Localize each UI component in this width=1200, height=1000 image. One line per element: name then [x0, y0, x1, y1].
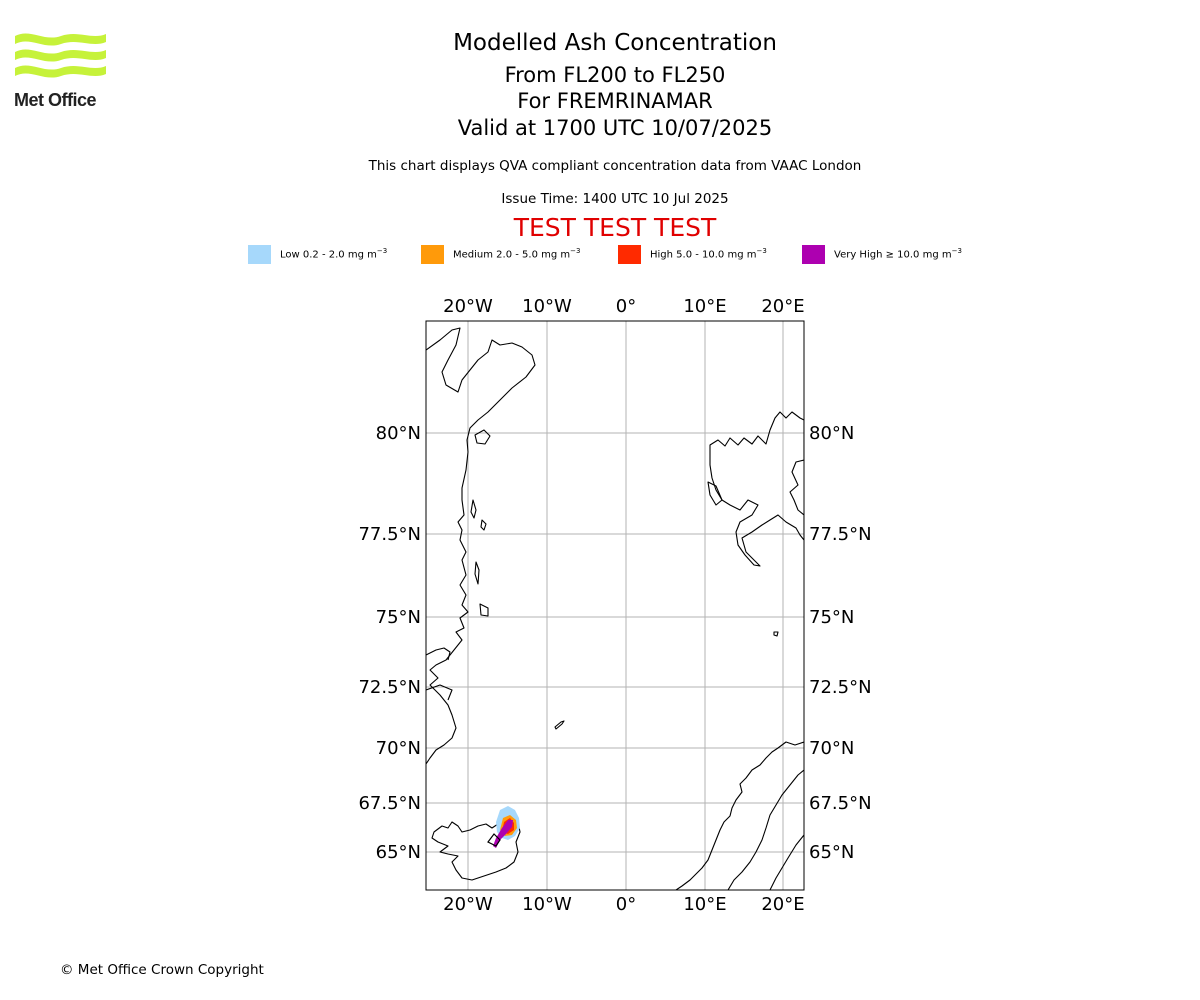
lon-tick-top: 10°W — [522, 296, 572, 317]
norway-fjord — [769, 834, 804, 890]
legend-label-very-high: Very High ≥ 10.0 mg m — [834, 249, 952, 261]
map-background — [426, 321, 804, 890]
greenland-island — [479, 603, 489, 617]
map-gridlines — [426, 321, 804, 890]
lon-tick-bottom: 10°W — [522, 894, 572, 915]
lon-tick-bottom: 10°E — [683, 894, 726, 915]
lon-tick-bottom: 20°E — [761, 894, 804, 915]
legend-unit-exponent: −3 — [951, 247, 962, 256]
legend-item-high: High 5.0 - 10.0 mg m−3 — [618, 244, 767, 264]
logo-text: Met Office — [14, 90, 97, 110]
volcano-subtitle: For FREMRINAMAR — [517, 89, 713, 113]
greenland-coastline — [426, 327, 536, 765]
lon-tick-top: 20°W — [443, 296, 493, 317]
legend-label-high: High 5.0 - 10.0 mg m — [650, 249, 757, 261]
legend-unit-exponent: −3 — [756, 247, 767, 256]
greenland-fjord — [426, 647, 451, 661]
met-office-logo: Met Office — [14, 30, 108, 112]
greenland-fjord — [426, 684, 453, 701]
lat-tick-right: 67.5°N — [809, 793, 872, 814]
copyright-notice: © Met Office Crown Copyright — [60, 962, 264, 978]
lat-tick-left: 72.5°N — [358, 677, 421, 698]
lon-tick-top: 0° — [616, 296, 636, 317]
lat-tick-right: 77.5°N — [809, 524, 872, 545]
chart-title: Modelled Ash Concentration — [453, 30, 777, 56]
lat-tick-left: 75°N — [376, 607, 421, 628]
volcano-marker — [487, 833, 501, 847]
lat-tick-right: 80°N — [809, 423, 854, 444]
greenland-island — [474, 429, 491, 445]
legend-swatch-low — [248, 244, 271, 264]
ash-area-very-high — [493, 820, 513, 848]
lat-tick-right: 70°N — [809, 738, 854, 759]
lat-tick-right: 72.5°N — [809, 677, 872, 698]
lon-tick-top: 10°E — [683, 296, 726, 317]
lat-tick-left: 70°N — [376, 738, 421, 759]
lat-tick-left: 67.5°N — [358, 793, 421, 814]
legend-swatch-medium — [421, 244, 444, 264]
test-banner: TEST TEST TEST — [513, 213, 717, 242]
svalbard-island — [707, 481, 723, 506]
legend-item-medium: Medium 2.0 - 5.0 mg m−3 — [421, 244, 580, 264]
qva-note: This chart displays QVA compliant concen… — [368, 158, 862, 174]
greenland-island — [480, 519, 487, 531]
legend-unit-exponent: −3 — [376, 247, 388, 256]
flight-level-subtitle: From FL200 to FL250 — [504, 63, 726, 87]
ash-plume — [487, 806, 520, 848]
svalbard-island — [773, 631, 779, 637]
iceland-coastline — [431, 821, 521, 881]
lon-tick-bottom: 0° — [616, 894, 636, 915]
lon-tick-top: 20°E — [761, 296, 804, 317]
lat-tick-left: 65°N — [376, 842, 421, 863]
norway-inland-coast — [727, 769, 804, 890]
lon-tick-bottom: 20°W — [443, 894, 493, 915]
legend-item-very-high: Very High ≥ 10.0 mg m−3 — [802, 244, 962, 264]
valid-time-subtitle: Valid at 1700 UTC 10/07/2025 — [457, 116, 773, 140]
issue-time: Issue Time: 1400 UTC 10 Jul 2025 — [501, 191, 729, 207]
greenland-island — [474, 561, 480, 585]
greenland-island — [470, 499, 477, 519]
svalbard-coastline — [709, 411, 804, 567]
lat-tick-left: 77.5°N — [358, 524, 421, 545]
logo-waves-icon — [15, 33, 106, 78]
legend-label-medium: Medium 2.0 - 5.0 mg m — [453, 249, 571, 261]
map-frame — [425, 320, 805, 891]
legend-unit-exponent: −3 — [570, 247, 581, 256]
norway-coastline — [675, 741, 804, 890]
lat-tick-right: 65°N — [809, 842, 854, 863]
legend-swatch-very-high — [802, 244, 825, 264]
legend-item-low: Low 0.2 - 2.0 mg m−3 — [248, 244, 387, 264]
lat-tick-right: 75°N — [809, 607, 854, 628]
lat-tick-left: 80°N — [376, 423, 421, 444]
jan-mayen-island — [554, 720, 565, 730]
legend-swatch-high — [618, 244, 641, 264]
legend-label-low: Low 0.2 - 2.0 mg m — [280, 249, 377, 261]
